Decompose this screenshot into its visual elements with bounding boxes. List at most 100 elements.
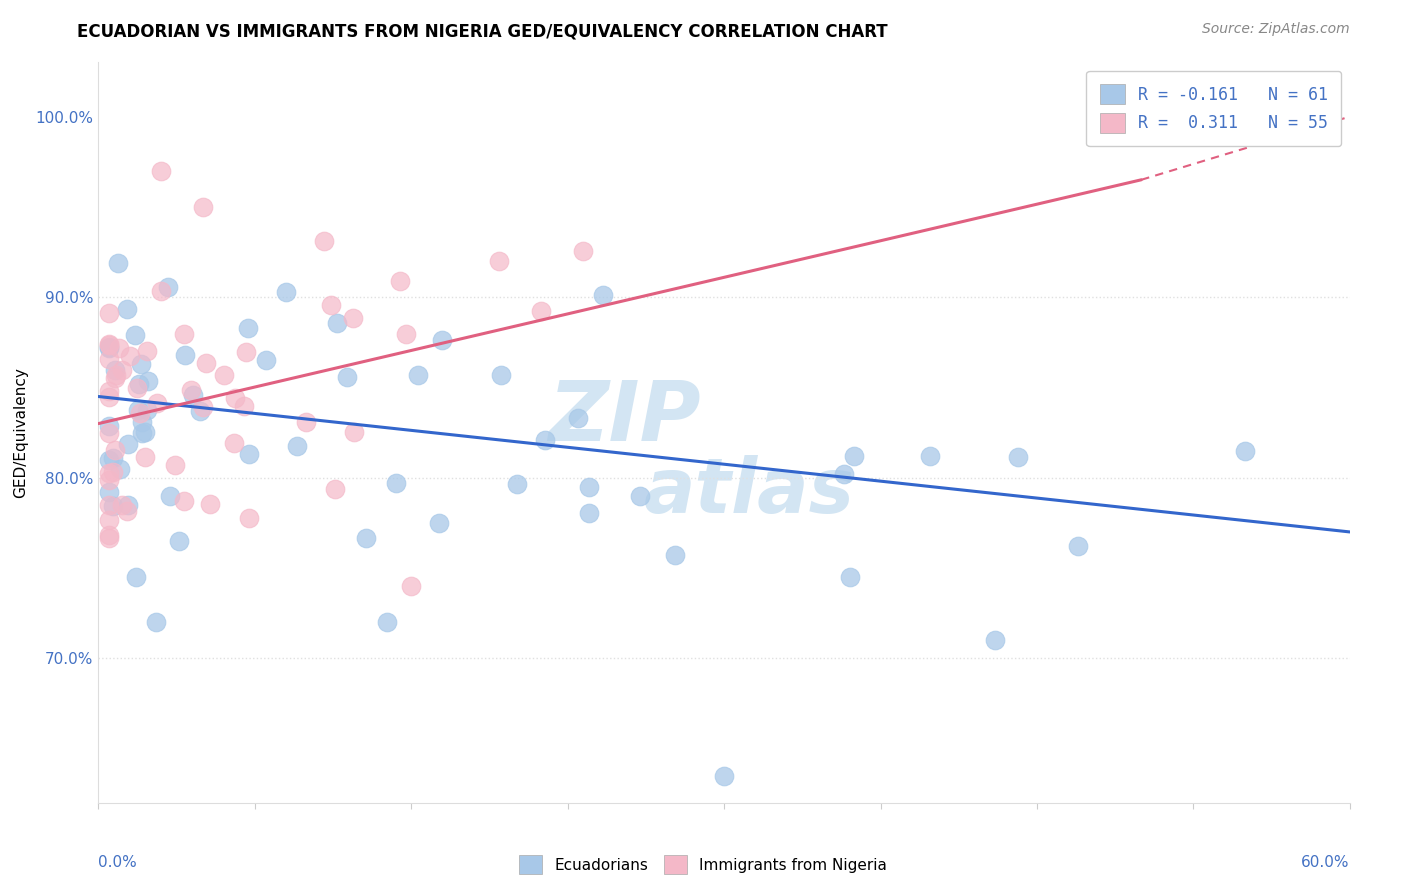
Point	[312, 234, 335, 248]
Point	[180, 383, 202, 397]
Point	[224, 391, 246, 405]
Point	[117, 437, 139, 451]
Point	[285, 439, 308, 453]
Point	[127, 382, 149, 396]
Point	[233, 399, 256, 413]
Point	[135, 402, 157, 417]
Point	[194, 356, 217, 370]
Point	[578, 480, 600, 494]
Point	[342, 310, 364, 325]
Point	[97, 342, 120, 356]
Point	[145, 615, 167, 629]
Point	[120, 349, 142, 363]
Point	[385, 476, 408, 491]
Point	[401, 579, 423, 593]
Point	[254, 352, 277, 367]
Point	[567, 410, 589, 425]
Point	[150, 163, 173, 178]
Point	[238, 447, 260, 461]
Point	[136, 344, 159, 359]
Point	[97, 452, 120, 467]
Point	[131, 426, 153, 441]
Point	[101, 465, 124, 479]
Point	[198, 497, 221, 511]
Point	[104, 368, 127, 383]
Point	[984, 633, 1007, 648]
Point	[97, 306, 120, 320]
Point	[97, 531, 120, 545]
Point	[592, 288, 614, 302]
Point	[131, 415, 153, 429]
Point	[488, 254, 510, 268]
Text: ECUADORIAN VS IMMIGRANTS FROM NIGERIA GED/EQUIVALENCY CORRELATION CHART: ECUADORIAN VS IMMIGRANTS FROM NIGERIA GE…	[77, 22, 889, 40]
Point	[127, 403, 149, 417]
Point	[97, 426, 120, 441]
Point	[97, 418, 120, 433]
Point	[108, 342, 131, 356]
Point	[238, 511, 260, 525]
Point	[235, 345, 257, 359]
Point	[117, 498, 139, 512]
Point	[238, 321, 260, 335]
Text: atlas: atlas	[644, 455, 855, 529]
Y-axis label: GED/Equivalency: GED/Equivalency	[14, 368, 28, 498]
Point	[918, 449, 941, 463]
Point	[111, 363, 134, 377]
Point	[125, 570, 148, 584]
Point	[97, 527, 120, 541]
Point	[174, 348, 197, 362]
Point	[571, 244, 593, 258]
Point	[104, 362, 127, 376]
Point	[165, 458, 187, 472]
Point	[491, 368, 513, 383]
Point	[156, 280, 179, 294]
Point	[149, 285, 172, 299]
Point	[97, 466, 120, 480]
Point	[124, 327, 146, 342]
Point	[97, 512, 120, 526]
Point	[181, 388, 204, 402]
Point	[842, 449, 865, 463]
Point	[167, 533, 190, 548]
Point	[295, 415, 318, 429]
Point	[628, 489, 651, 503]
Text: ZIP: ZIP	[548, 377, 700, 458]
Point	[103, 499, 125, 513]
Point	[274, 285, 297, 300]
Point	[224, 435, 246, 450]
Point	[1234, 443, 1257, 458]
Point	[104, 442, 127, 457]
Point	[104, 370, 127, 384]
Point	[193, 401, 215, 415]
Point	[214, 368, 236, 383]
Point	[534, 433, 557, 447]
Point	[323, 482, 346, 496]
Point	[319, 298, 342, 312]
Point	[406, 368, 429, 382]
Text: 0.0%: 0.0%	[98, 855, 138, 870]
Point	[128, 377, 150, 392]
Point	[117, 504, 139, 518]
Point	[505, 476, 527, 491]
Point	[578, 506, 600, 520]
Point	[1007, 450, 1029, 464]
Point	[136, 374, 159, 388]
Point	[834, 467, 856, 482]
Point	[356, 531, 378, 545]
Point	[1067, 539, 1090, 553]
Point	[134, 450, 156, 464]
Point	[326, 316, 349, 330]
Point	[375, 615, 398, 630]
Point	[839, 570, 862, 584]
Point	[145, 395, 167, 409]
Point	[97, 484, 120, 499]
Point	[713, 769, 735, 783]
Point	[664, 548, 686, 562]
Legend: R = -0.161   N = 61, R =  0.311   N = 55: R = -0.161 N = 61, R = 0.311 N = 55	[1087, 70, 1341, 146]
Point	[173, 493, 195, 508]
Point	[427, 516, 450, 531]
Point	[188, 404, 211, 418]
Point	[97, 390, 120, 404]
Point	[101, 450, 124, 465]
Point	[111, 498, 134, 512]
